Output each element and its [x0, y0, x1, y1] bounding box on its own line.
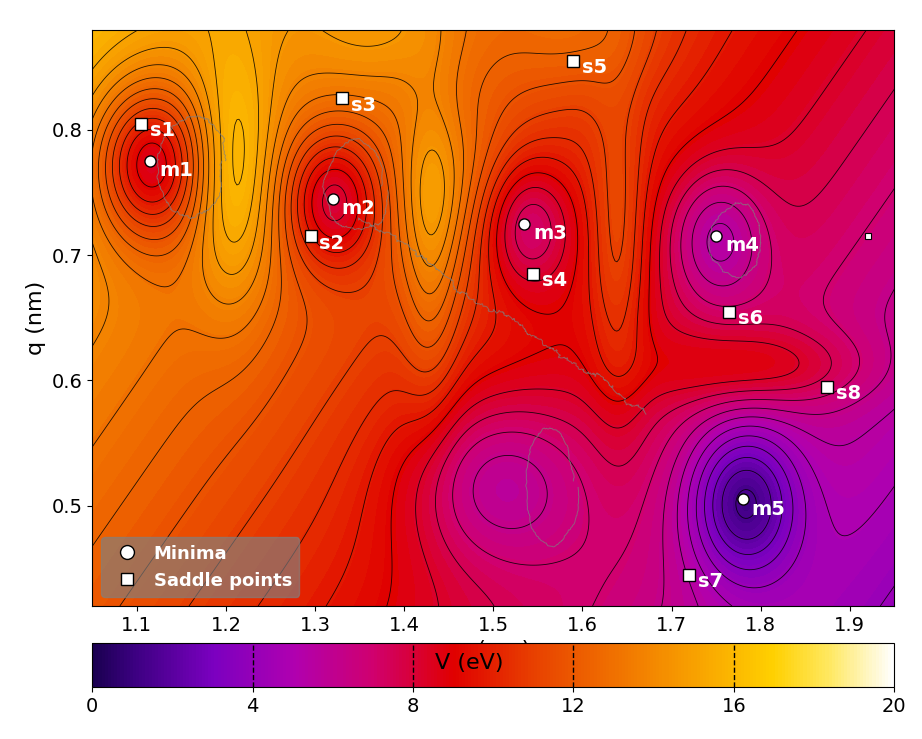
Text: s2: s2 — [319, 234, 345, 253]
Text: m3: m3 — [533, 224, 567, 243]
Text: s1: s1 — [150, 121, 175, 140]
Text: s8: s8 — [836, 384, 861, 403]
Text: m5: m5 — [751, 500, 786, 519]
Text: m2: m2 — [342, 199, 375, 218]
Text: s5: s5 — [583, 58, 608, 78]
Text: s4: s4 — [542, 271, 567, 290]
Legend: Minima, Saddle points: Minima, Saddle points — [101, 537, 299, 597]
Text: s7: s7 — [698, 572, 723, 591]
Text: m4: m4 — [725, 236, 759, 256]
X-axis label: V (eV): V (eV) — [435, 653, 503, 673]
Text: s3: s3 — [350, 96, 375, 115]
Text: m1: m1 — [159, 161, 193, 180]
Text: s6: s6 — [739, 309, 763, 328]
Y-axis label: q (nm): q (nm) — [26, 281, 46, 355]
X-axis label: x (nm): x (nm) — [456, 640, 530, 660]
